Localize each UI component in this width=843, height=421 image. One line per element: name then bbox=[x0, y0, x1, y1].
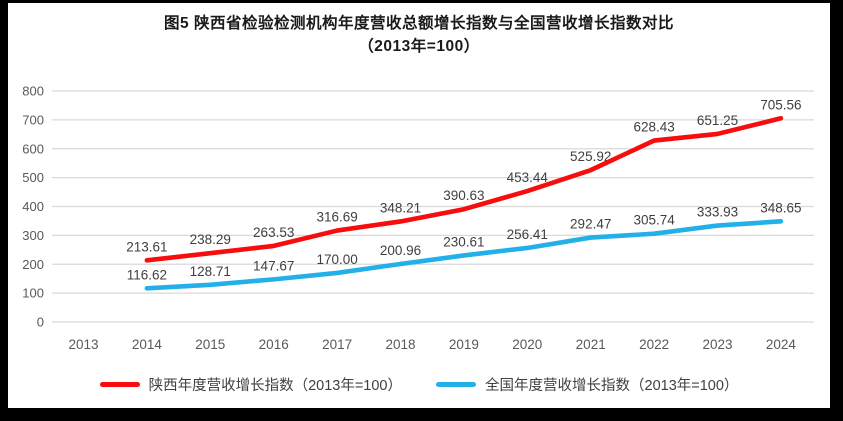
shaanxi-series-swatch-icon bbox=[99, 382, 140, 387]
y-tick-label-300: 300 bbox=[22, 228, 44, 243]
y-tick-label-600: 600 bbox=[22, 141, 44, 156]
x-tick-label-2018: 2018 bbox=[385, 337, 415, 352]
data-label-series0-2024: 705.56 bbox=[760, 97, 801, 112]
data-label-series1-2023: 333.93 bbox=[697, 205, 738, 220]
y-tick-label-500: 500 bbox=[22, 170, 44, 185]
line-chart-plot-area: 0 100 200 300 400 500 600 700 800 2013 2014 2015 201… bbox=[22, 84, 814, 352]
data-label-series1-2020: 256.41 bbox=[507, 227, 548, 242]
data-label-series1-2014: 116.62 bbox=[127, 267, 167, 282]
x-tick-label-2024: 2024 bbox=[766, 337, 797, 352]
data-label-series1-2022: 305.74 bbox=[633, 213, 675, 228]
data-label-series1-2015: 128.71 bbox=[190, 264, 231, 279]
data-label-series1-2021: 292.47 bbox=[570, 217, 611, 232]
data-label-series0-2019: 390.63 bbox=[443, 188, 484, 203]
data-label-series1-2018: 200.96 bbox=[380, 243, 421, 258]
x-tick-label-2017: 2017 bbox=[322, 337, 352, 352]
y-tick-label-100: 100 bbox=[22, 286, 44, 301]
data-label-series0-2023: 651.25 bbox=[697, 113, 738, 128]
x-tick-label-2014: 2014 bbox=[132, 337, 163, 352]
data-label-series1-2024: 348.65 bbox=[760, 200, 801, 215]
data-label-series0-2016: 263.53 bbox=[253, 225, 294, 240]
x-tick-label-2019: 2019 bbox=[449, 337, 479, 352]
data-label-series0-2018: 348.21 bbox=[380, 200, 421, 215]
data-label-series1-2019: 230.61 bbox=[443, 234, 484, 249]
data-label-series0-2020: 453.44 bbox=[507, 170, 549, 185]
data-label-series0-2017: 316.69 bbox=[316, 210, 357, 225]
series-line-0 bbox=[144, 115, 784, 263]
series-line-1 bbox=[144, 219, 784, 291]
x-tick-label-2023: 2023 bbox=[702, 337, 732, 352]
y-tick-label-700: 700 bbox=[22, 112, 44, 127]
legend-item-shaanxi: 陕西年度营收增长指数（2013年=100） bbox=[99, 374, 402, 395]
chart-title-line2: （2013年=100） bbox=[358, 38, 480, 55]
national-series-swatch-icon bbox=[436, 382, 476, 387]
x-tick-label-2020: 2020 bbox=[512, 337, 542, 352]
data-label-series0-2014: 213.61 bbox=[126, 239, 167, 254]
y-tick-label-800: 800 bbox=[22, 84, 44, 99]
x-tick-label-2016: 2016 bbox=[259, 337, 289, 352]
chart-legend: 陕西年度营收增长指数（2013年=100） 全国年度营收增长指数（2013年=1… bbox=[8, 374, 830, 395]
x-tick-label-2013: 2013 bbox=[68, 337, 98, 352]
data-label-series0-2015: 238.29 bbox=[190, 232, 231, 247]
chart-title-line1: 图5 陕西省检验检测机构年度营收总额增长指数与全国营收增长指数对比 bbox=[164, 15, 674, 32]
legend-label-national: 全国年度营收增长指数（2013年=100） bbox=[485, 378, 739, 394]
data-label-series0-2022: 628.43 bbox=[633, 120, 674, 135]
legend-label-shaanxi: 陕西年度营收增长指数（2013年=100） bbox=[148, 378, 402, 394]
data-label-series0-2021: 525.92 bbox=[570, 149, 611, 164]
x-tick-label-2015: 2015 bbox=[195, 337, 225, 352]
data-label-series1-2016: 147.67 bbox=[253, 258, 294, 273]
y-tick-label-200: 200 bbox=[22, 257, 44, 272]
legend-item-national: 全国年度营收增长指数（2013年=100） bbox=[436, 374, 738, 395]
data-label-series1-2017: 170.00 bbox=[316, 252, 357, 267]
x-tick-label-2021: 2021 bbox=[576, 337, 606, 352]
x-tick-label-2022: 2022 bbox=[639, 337, 669, 352]
y-tick-label-400: 400 bbox=[22, 199, 44, 214]
chart-title: 图5 陕西省检验检测机构年度营收总额增长指数与全国营收增长指数对比 （2013年… bbox=[8, 12, 830, 58]
y-tick-label-0: 0 bbox=[37, 315, 44, 330]
